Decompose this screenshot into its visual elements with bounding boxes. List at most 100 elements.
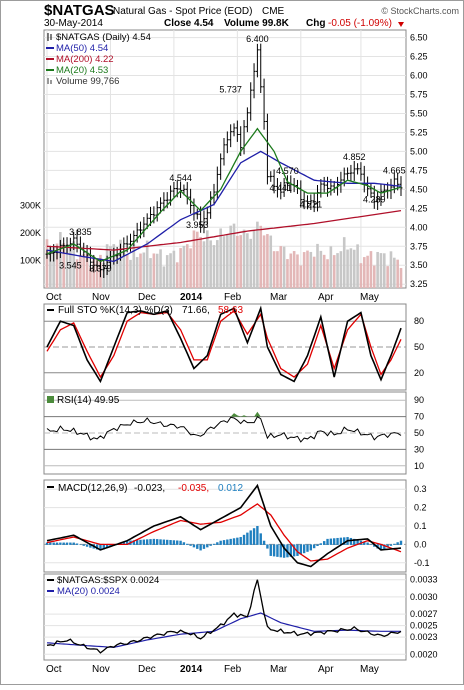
volume-bar	[129, 259, 132, 288]
macd-histogram-bar	[62, 542, 65, 545]
ma200-line	[46, 209, 402, 251]
chg-label: Chg	[306, 18, 325, 29]
volume-legend-icon	[47, 78, 49, 84]
price-annotations: 6.400 5.737 4.544 3.835 3.545 3.379 3.953 4.570…	[59, 34, 405, 273]
volume-bar	[249, 238, 253, 288]
ratio-gridlines	[44, 579, 406, 655]
volume-bar	[222, 236, 226, 288]
stochastic-k-line	[46, 305, 402, 384]
volume-bar	[356, 244, 359, 288]
macd-histogram-bar	[166, 539, 169, 545]
price-tick-label: 3.75	[410, 241, 428, 251]
stochastic-legend-entry: 58.63	[218, 305, 243, 316]
macd-histogram-bar	[149, 539, 152, 545]
volume-bar	[59, 232, 62, 288]
volume-bar	[383, 253, 386, 288]
volume-bar	[329, 246, 333, 288]
macd-histogram-bar	[85, 544, 89, 547]
top-x-axis: Oct Nov Dec 2014 Feb Mar Apr May	[46, 292, 379, 303]
volume-bar	[256, 221, 259, 288]
macd-histogram-bar	[135, 540, 139, 545]
volume-bar	[386, 266, 389, 288]
macd-histogram-bar	[393, 543, 396, 545]
macd-histogram-bar	[309, 544, 313, 551]
x-axis-label: Feb	[224, 664, 242, 675]
price-annotation: 4.852	[343, 152, 366, 162]
rsi-axis-ticks: 90 70 50 30 10	[414, 395, 424, 471]
price-tick-label: 4.00	[410, 222, 428, 232]
macd-histogram-bar	[343, 537, 346, 545]
volume-bar	[82, 254, 86, 288]
volume-bar	[209, 240, 212, 288]
price-annotation: 4.441	[270, 183, 293, 193]
x-axis-label: Feb	[224, 292, 242, 303]
macd-histogram-bar	[349, 537, 353, 545]
volume-bar	[226, 234, 229, 288]
macd-histogram-bar	[125, 540, 129, 545]
x-axis-label: Dec	[138, 664, 156, 675]
price-tick-label: 6.50	[410, 33, 428, 43]
macd-histogram-bar	[202, 544, 206, 549]
close-label: Close 4.54	[164, 18, 214, 29]
volume-bar	[322, 254, 326, 288]
macd-legend-entry: 0.012	[218, 483, 243, 494]
volume-bar	[199, 236, 202, 288]
macd-histogram-bar	[363, 541, 366, 545]
volume-bar	[399, 268, 403, 288]
volume-legend-icon	[50, 80, 52, 84]
volume-bar	[332, 255, 336, 288]
stochastic-tick-label: 20	[414, 368, 424, 378]
volume-bar	[135, 257, 139, 288]
volume-tick-label: 200K	[20, 228, 41, 238]
rsi-line	[46, 416, 402, 443]
macd-histogram-bar	[142, 539, 146, 545]
volume-bar	[119, 239, 122, 288]
price-annotation: 6.400	[246, 34, 269, 44]
volume-bar	[95, 258, 99, 288]
volume-bar	[359, 263, 363, 288]
price-annotation: 5.737	[219, 84, 242, 94]
macd-histogram-bar	[306, 544, 309, 552]
rsi-legend-icon	[47, 396, 54, 403]
ratio-tick-label: 0.0025	[410, 621, 438, 631]
volume-bars	[45, 221, 403, 288]
volume-tick-label: 300K	[20, 201, 41, 211]
x-axis-label: Oct	[46, 292, 62, 303]
price-annotation: 4.570	[276, 166, 299, 176]
volume-bar	[79, 254, 82, 288]
macd-histogram-bar	[279, 544, 282, 558]
x-axis-label: Oct	[46, 664, 62, 675]
macd-histogram-bar	[209, 544, 212, 546]
volume-bar	[202, 241, 206, 288]
macd-signal-line	[46, 503, 402, 562]
macd-histogram-bar	[172, 540, 176, 545]
macd-legend: MACD(12,26,9) -0.023, -0.035, 0.012	[47, 483, 243, 494]
x-axis-label: Apr	[318, 664, 334, 675]
rsi-tick-label: 70	[414, 412, 424, 422]
macd-histogram-bar	[52, 542, 55, 545]
symbol-title: $NATGAS	[44, 2, 115, 19]
volume-bar	[326, 259, 329, 288]
instrument-name: Natural Gas - Spot Price (EOD)	[113, 6, 252, 17]
macd-histogram-bar	[386, 544, 389, 548]
macd-panel: 0.3 0.2 0.1 0.0 -0.1 MACD(12,26,9) -0.023, -0.…	[43, 479, 430, 573]
price-tick-label: 6.00	[410, 71, 428, 81]
volume-bar	[216, 240, 219, 288]
price-annotation: 3.545	[59, 260, 82, 270]
macd-histogram-bar	[145, 539, 149, 545]
date-label: 30-May-2014	[44, 18, 103, 29]
ratio-panel-frame	[43, 573, 407, 661]
macd-histogram-bar	[326, 538, 329, 545]
volume-bar	[139, 253, 142, 288]
macd-histogram-bar	[89, 544, 92, 548]
macd-histogram-bar	[219, 540, 222, 545]
volume-bar	[185, 244, 189, 288]
volume-bar	[169, 253, 172, 288]
macd-histogram-bar	[229, 538, 232, 545]
x-axis-label: 2014	[180, 664, 203, 675]
ratio-tick-label: 0.0030	[410, 592, 438, 602]
macd-legend-entry: -0.035,	[178, 483, 209, 494]
